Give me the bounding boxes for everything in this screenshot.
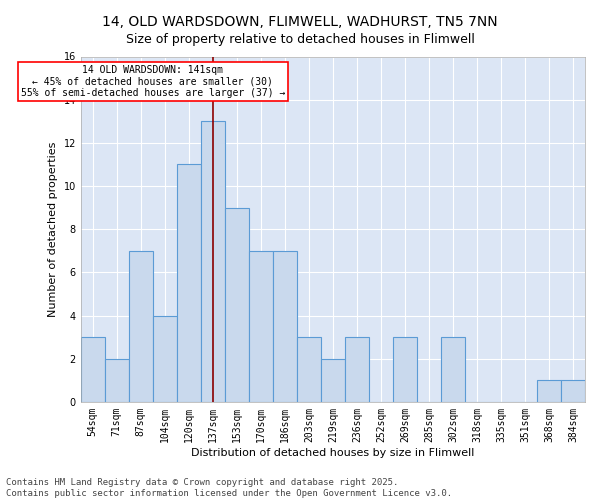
Bar: [273, 251, 297, 402]
Bar: [225, 208, 249, 402]
Y-axis label: Number of detached properties: Number of detached properties: [48, 142, 58, 317]
Bar: [129, 251, 153, 402]
Bar: [201, 121, 225, 402]
Text: Contains HM Land Registry data © Crown copyright and database right 2025.
Contai: Contains HM Land Registry data © Crown c…: [6, 478, 452, 498]
Text: 14 OLD WARDSDOWN: 141sqm
← 45% of detached houses are smaller (30)
55% of semi-d: 14 OLD WARDSDOWN: 141sqm ← 45% of detach…: [20, 65, 285, 98]
Bar: [561, 380, 585, 402]
Bar: [441, 337, 465, 402]
Bar: [105, 358, 129, 402]
X-axis label: Distribution of detached houses by size in Flimwell: Distribution of detached houses by size …: [191, 448, 475, 458]
Bar: [249, 251, 273, 402]
Bar: [393, 337, 417, 402]
Text: Size of property relative to detached houses in Flimwell: Size of property relative to detached ho…: [125, 32, 475, 46]
Bar: [81, 337, 105, 402]
Bar: [345, 337, 369, 402]
Bar: [321, 358, 345, 402]
Bar: [537, 380, 561, 402]
Bar: [177, 164, 201, 402]
Bar: [297, 337, 321, 402]
Text: 14, OLD WARDSDOWN, FLIMWELL, WADHURST, TN5 7NN: 14, OLD WARDSDOWN, FLIMWELL, WADHURST, T…: [102, 15, 498, 29]
Bar: [153, 316, 177, 402]
